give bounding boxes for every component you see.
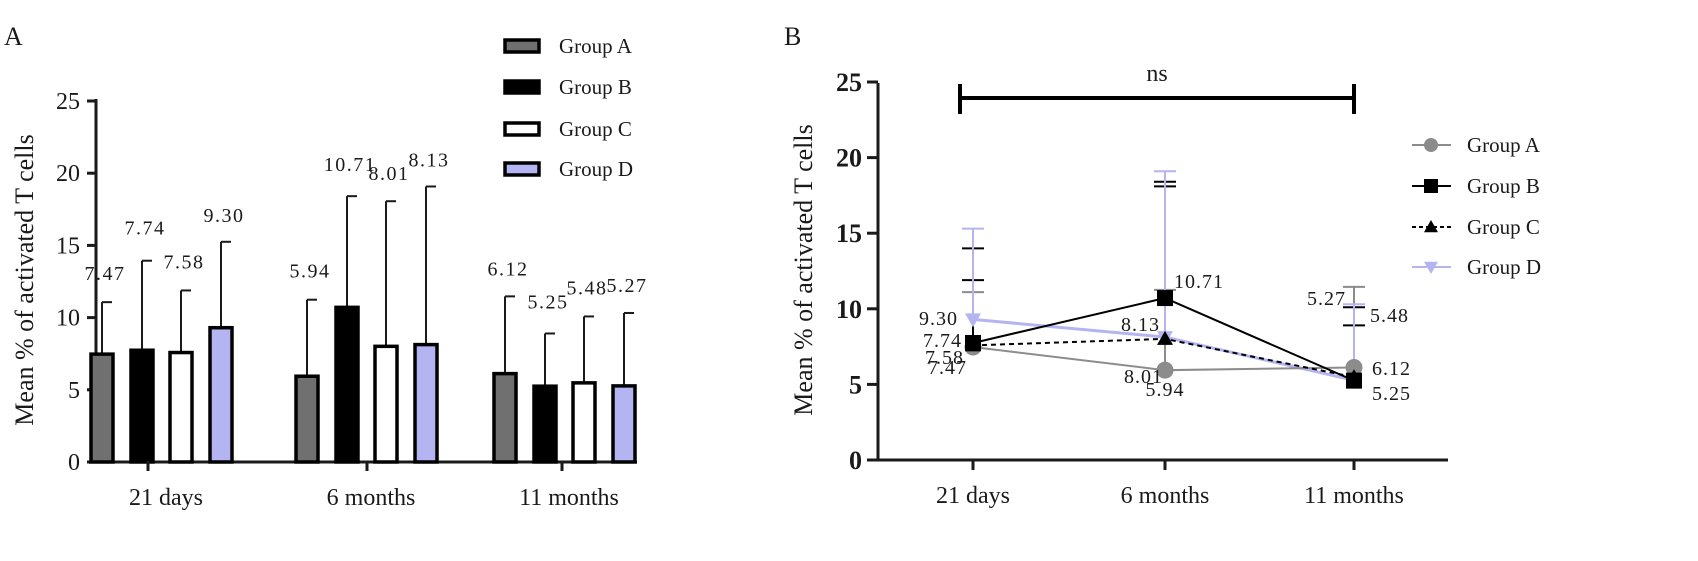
legend-label-group-a: Group A — [1467, 133, 1541, 157]
panel-b-x-tick-label: 21 days — [936, 483, 1010, 509]
panel-b-data-label-group-d-6-months: 8.13 — [1121, 314, 1160, 336]
panel-b-x-tick-label: 6 months — [1121, 483, 1210, 509]
panel-b-letter: B — [784, 22, 801, 51]
data-label-group-d-21-days: 9.30 — [204, 205, 245, 227]
panel-b-legend: Group A Group B Group C Group D — [1412, 133, 1541, 279]
bar-group-a-6-months — [294, 374, 320, 464]
bar-group-d-21-days — [208, 325, 234, 464]
legend-label-group-d: Group D — [1467, 255, 1541, 279]
data-label-group-a-21-days: 7.47 — [85, 263, 126, 285]
marker-group-b-21-days — [965, 334, 981, 351]
panel-b-data-label-group-d-21-days: 9.30 — [919, 308, 958, 330]
panel-a-y-tick-label: 15 — [56, 233, 80, 259]
panel-b-y-tick-label: 15 — [836, 219, 862, 248]
panel-b-data-label-group-b-21-days: 7.74 — [923, 330, 962, 352]
marker-group-a-11-months — [1345, 358, 1363, 376]
legend-marker-group-d — [1424, 261, 1438, 274]
panel-b-data-label-group-a-11-months: 6.12 — [1372, 358, 1411, 380]
legend-marker-group-c — [1424, 220, 1438, 233]
panel-b-x-tick-label: 11 months — [1304, 483, 1404, 509]
panel-a-y-tick-label: 25 — [56, 89, 80, 115]
bar-group-b-21-days — [129, 348, 155, 464]
marker-group-a-6-months — [1156, 361, 1174, 379]
data-label-group-a-6-months: 5.94 — [290, 261, 331, 283]
panel-a-y-tick-label: 20 — [56, 161, 80, 187]
bar-group-c-21-days — [168, 350, 194, 464]
panel-a-x-tick-label: 6 months — [327, 485, 416, 511]
data-label-group-a-11-months: 6.12 — [488, 258, 529, 280]
legend-label-group-c: Group C — [559, 117, 632, 141]
bar-group-c-11-months — [571, 381, 597, 464]
legend-label-group-b: Group B — [1467, 174, 1540, 198]
legend-label-group-c: Group C — [1467, 215, 1540, 239]
bar-group-a-11-months — [492, 371, 518, 464]
panel-a-y-axis-label: Mean % of activated T cells — [10, 134, 39, 425]
bar-group-a-21-days — [89, 352, 115, 464]
bar-group-b-6-months — [334, 305, 360, 464]
data-label-group-c-6-months: 8.01 — [369, 163, 410, 185]
data-label-group-d-11-months: 5.27 — [607, 275, 648, 297]
legend-label-group-a: Group A — [559, 34, 633, 58]
data-label-group-b-11-months: 5.25 — [528, 291, 569, 313]
bar-group-d-11-months — [611, 384, 637, 464]
panel-b-line-chart: B 0 5 10 15 20 25 Mean % of activated T cells… — [784, 22, 1541, 509]
panel-b-y-tick-label: 10 — [836, 295, 862, 324]
data-label-group-b-6-months: 10.71 — [324, 154, 377, 176]
panel-a-x-tick-label: 11 months — [519, 485, 619, 511]
panel-a-bar-chart: A 0 5 10 15 20 25 Mean % of activated T cells… — [4, 22, 648, 511]
panel-b-y-tick-label: 0 — [849, 446, 862, 475]
panel-a-legend: Group A Group B Group C Group D — [503, 34, 633, 181]
panel-b-y-tick-label: 5 — [849, 370, 862, 399]
data-label-group-d-6-months: 8.13 — [409, 149, 450, 171]
ns-annotation: ns — [1146, 61, 1167, 87]
data-label-group-c-11-months: 5.48 — [567, 277, 608, 299]
data-label-group-b-21-days: 7.74 — [125, 218, 166, 240]
marker-group-d-21-days — [965, 313, 981, 328]
panel-a-y-tick-label: 0 — [68, 450, 80, 476]
panel-b-data-label-group-c-6-months: 8.01 — [1124, 366, 1163, 388]
panel-b-data-label-group-c-21-days: 7.58 — [925, 347, 964, 369]
panel-b-data-label-group-d-11-months: 5.27 — [1307, 288, 1346, 310]
panel-b-data-label-group-c-11-months: 5.48 — [1370, 305, 1409, 327]
panel-a-x-tick-label: 21 days — [129, 485, 203, 511]
legend-swatch-group-d — [503, 161, 541, 177]
legend-swatch-group-a — [503, 38, 541, 54]
legend-swatch-group-b — [503, 79, 541, 95]
panel-b-data-label-group-b-6-months: 10.71 — [1174, 271, 1224, 293]
panel-b-y-tick-label: 20 — [836, 144, 862, 173]
panel-b-data-label-group-a-21-days: 7.47 — [928, 357, 967, 379]
marker-group-b-6-months — [1157, 290, 1173, 307]
panel-b-y-axis-label: Mean % of activated T cells — [789, 124, 818, 415]
bar-group-d-6-months — [413, 342, 439, 464]
panel-b-data-label-group-a-6-months: 5.94 — [1146, 379, 1185, 401]
legend-marker-group-a — [1424, 138, 1438, 152]
panel-b-y-tick-label: 25 — [836, 68, 862, 97]
bar-group-b-11-months — [532, 384, 558, 464]
panel-a-y-tick-label: 10 — [56, 306, 80, 332]
marker-group-b-11-months — [1346, 372, 1362, 389]
bar-group-c-6-months — [373, 344, 399, 464]
legend-label-group-d: Group D — [559, 157, 633, 181]
legend-swatch-group-c — [503, 121, 541, 137]
data-label-group-c-21-days: 7.58 — [164, 251, 205, 273]
legend-label-group-b: Group B — [559, 75, 632, 99]
legend-marker-group-b — [1424, 179, 1438, 193]
ns-significance-bracket — [958, 84, 1356, 114]
panel-a-y-tick-label: 5 — [68, 378, 80, 404]
panel-b-data-label-group-b-11-months: 5.25 — [1372, 383, 1411, 405]
panel-a-letter: A — [4, 22, 23, 51]
marker-group-c-6-months — [1157, 330, 1173, 345]
